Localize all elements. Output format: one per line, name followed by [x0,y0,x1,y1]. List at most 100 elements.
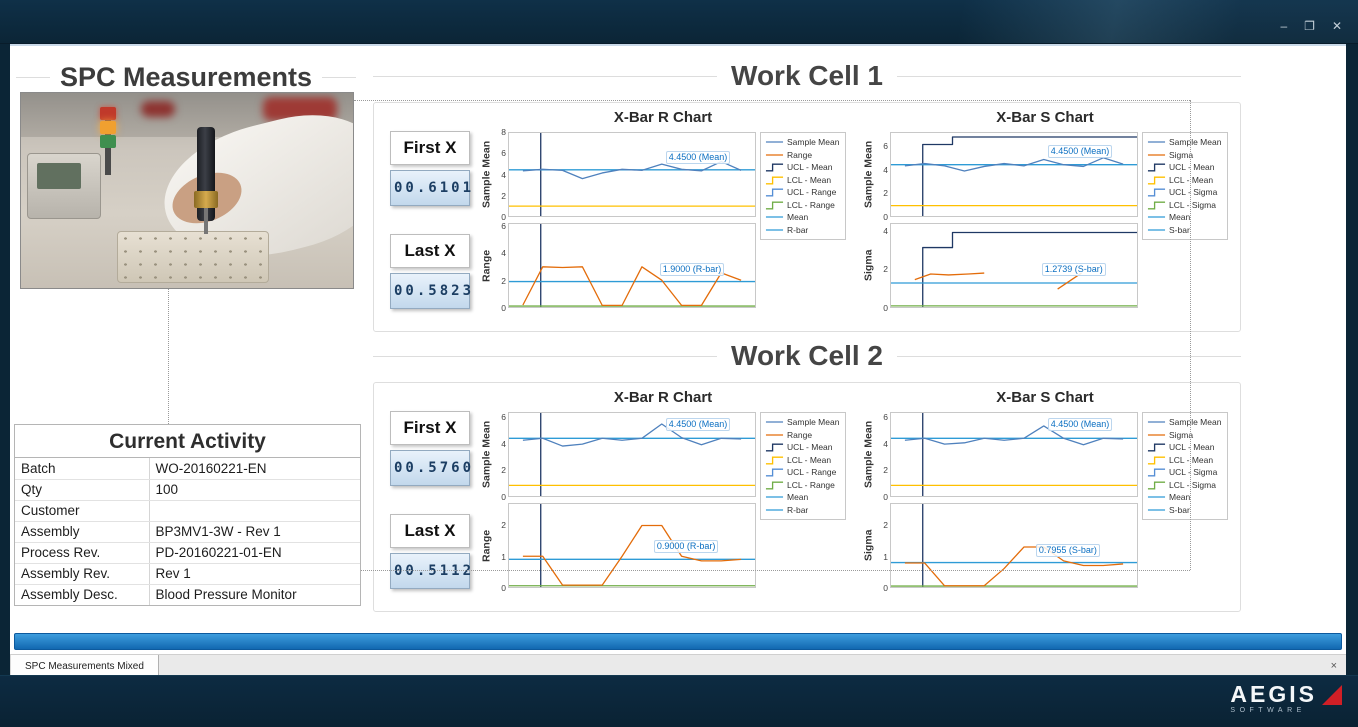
legend-label: LCL - Sigma [1169,479,1216,490]
first-x-value: 00.6101 [390,170,471,206]
restore-icon[interactable]: ❐ [1304,19,1315,33]
chart-annotation: 4.4500 (Mean) [665,150,731,164]
legend-swatch-icon [1147,216,1166,218]
legend-label: LCL - Range [787,199,835,210]
aegis-logo: AEGIS SOFTWARE [1230,683,1342,714]
close-icon[interactable]: ✕ [1331,19,1342,33]
photo-instrument-screen [37,163,81,189]
current-activity-table: Batch WO-20160221-EN Qty 100 Customer Assembl… [15,458,360,605]
tabstrip-close-icon[interactable]: × [1330,660,1337,672]
chart-plot: 4.4500 (Mean) [508,132,756,217]
chart-legend: Sample Mean Sigma UCL - Mean LCL - Mean UCL … [1142,132,1228,240]
y-tick-label: 2 [883,264,888,275]
legend-swatch-icon [1147,443,1166,452]
y-axis-ticks: 0 2 4 6 8 [493,127,508,222]
legend-label: Mean [787,492,809,502]
chart-annotation: 1.9000 (R-bar) [659,262,725,276]
y-tick-label: 6 [501,220,506,231]
legend-item: R-bar [765,225,841,235]
activity-row: Process Rev. PD-20160221-01-EN [15,542,360,564]
legend-label: LCL - Sigma [1169,199,1216,210]
legend-item: Sample Mean [765,137,841,147]
legend-label: UCL - Mean [1169,162,1215,172]
sigma-subplot: Sigma 0 1 2 0.7955 (S-bar) [862,503,1138,593]
current-activity-panel: Current Activity Batch WO-20160221-EN Qty 1… [14,424,361,606]
xbar-s-chart-block: X-Bar S Chart Sample Mean 0 2 4 6 4.4500 (M… [862,109,1228,313]
legend-label: Sample Mean [1169,137,1222,147]
xbar-r-chart-block: X-Bar R Chart Sample Mean 0 2 4 6 4.4500 (M… [480,389,846,593]
y-tick-label: 4 [501,248,506,259]
activity-row: Assembly Desc. Blood Pressure Monitor [15,584,360,605]
y-tick-label: 0 [883,492,888,502]
legend-label: UCL - Range [787,187,837,197]
legend-swatch-icon [765,175,784,184]
work-cell-title: Work Cell 2 [731,340,883,371]
activity-row-value: Blood Pressure Monitor [155,587,297,603]
legend-label: Sample Mean [1169,417,1222,427]
work-cells-region: Work Cell 1 First X 00.6101 Last X 00.58… [372,46,1346,675]
first-x-label: First X [390,411,470,445]
legend-swatch-icon [1147,153,1166,156]
chart-plot: 1.9000 (R-bar) [508,223,756,308]
legend-item: Sigma [1147,430,1223,440]
legend-swatch-icon [1147,228,1166,231]
legend-label: Mean [1169,492,1191,502]
y-axis-ticks: 0 2 4 [875,223,890,313]
activity-row-value [149,500,360,522]
legend-swatch-icon [1147,496,1166,498]
chart-legend: Sample Mean Range UCL - Mean LCL - Mean UCL … [760,132,846,240]
last-x-value: 00.5823 [390,273,471,309]
y-axis-ticks: 0 2 4 6 [875,412,890,502]
divider-line [322,77,357,78]
chart-legend: Sample Mean Sigma UCL - Mean LCL - Mean UCL … [1142,412,1228,520]
legend-item: UCL - Range [765,187,841,197]
y-axis-ticks: 0 1 2 [493,503,508,593]
y-axis-ticks: 0 2 4 6 [875,132,890,222]
tab-spc-measurements-mixed[interactable]: SPC Measurements Mixed [10,655,159,677]
legend-item: UCL - Sigma [1147,467,1223,477]
legend-label: UCL - Mean [1169,442,1215,452]
legend-label: LCL - Mean [1169,454,1214,465]
legend-swatch-icon [765,421,784,423]
legend-swatch-icon [765,443,784,452]
page-title: SPC Measurements [59,62,313,92]
activity-row-label: Batch [15,458,150,480]
legend-swatch-icon [765,468,784,477]
minimize-icon[interactable]: – [1280,19,1288,33]
last-x-value: 00.5112 [390,553,471,589]
legend-swatch-icon [1147,508,1166,511]
divider-line [373,75,718,77]
activity-row-label: Qty [15,479,150,501]
legend-label: UCL - Sigma [1169,467,1218,477]
legend-item: Mean [1147,492,1223,502]
legend-item: LCL - Sigma [1147,200,1223,210]
legend-swatch-icon [765,141,784,143]
work-cell-1-title-row: Work Cell 1 [373,60,1242,92]
work-cell-2-panel: First X 00.5760 Last X 00.5112 X-Bar R C… [373,382,1241,612]
legend-label: LCL - Mean [787,174,832,185]
xbar-r-chart-block: X-Bar R Chart Sample Mean 0 2 4 6 8 4.4500 (… [480,109,846,313]
legend-label: Mean [1169,212,1191,222]
y-axis-label: Sample Mean [862,420,875,489]
legend-item: Mean [1147,212,1223,222]
legend-item: Range [765,150,841,160]
chart-annotation: 0.7955 (S-bar) [1035,543,1100,557]
legend-swatch-icon [765,480,784,489]
spc-measurements-header: SPC Measurements [16,62,357,93]
legend-item: S-bar [1147,225,1223,235]
activity-row-label: Assembly Rev. [15,563,150,585]
y-tick-label: 4 [883,164,888,175]
chart-plot: 1.2739 (S-bar) [890,223,1138,308]
activity-row-value: Rev 1 [149,563,360,585]
y-tick-label: 0 [883,583,888,593]
activity-row-label: Customer [15,500,150,522]
legend-swatch-icon [765,200,784,209]
y-axis-ticks: 0 2 4 6 [493,412,508,502]
y-axis-label: Sigma [862,529,875,562]
legend-label: Mean [787,212,809,222]
photo-torque-driver-collar [194,191,218,208]
legend-swatch-icon [1147,200,1166,209]
workstation-photo [20,92,354,289]
chart-annotation: 4.4500 (Mean) [1047,144,1113,158]
last-x-label: Last X [390,234,470,268]
